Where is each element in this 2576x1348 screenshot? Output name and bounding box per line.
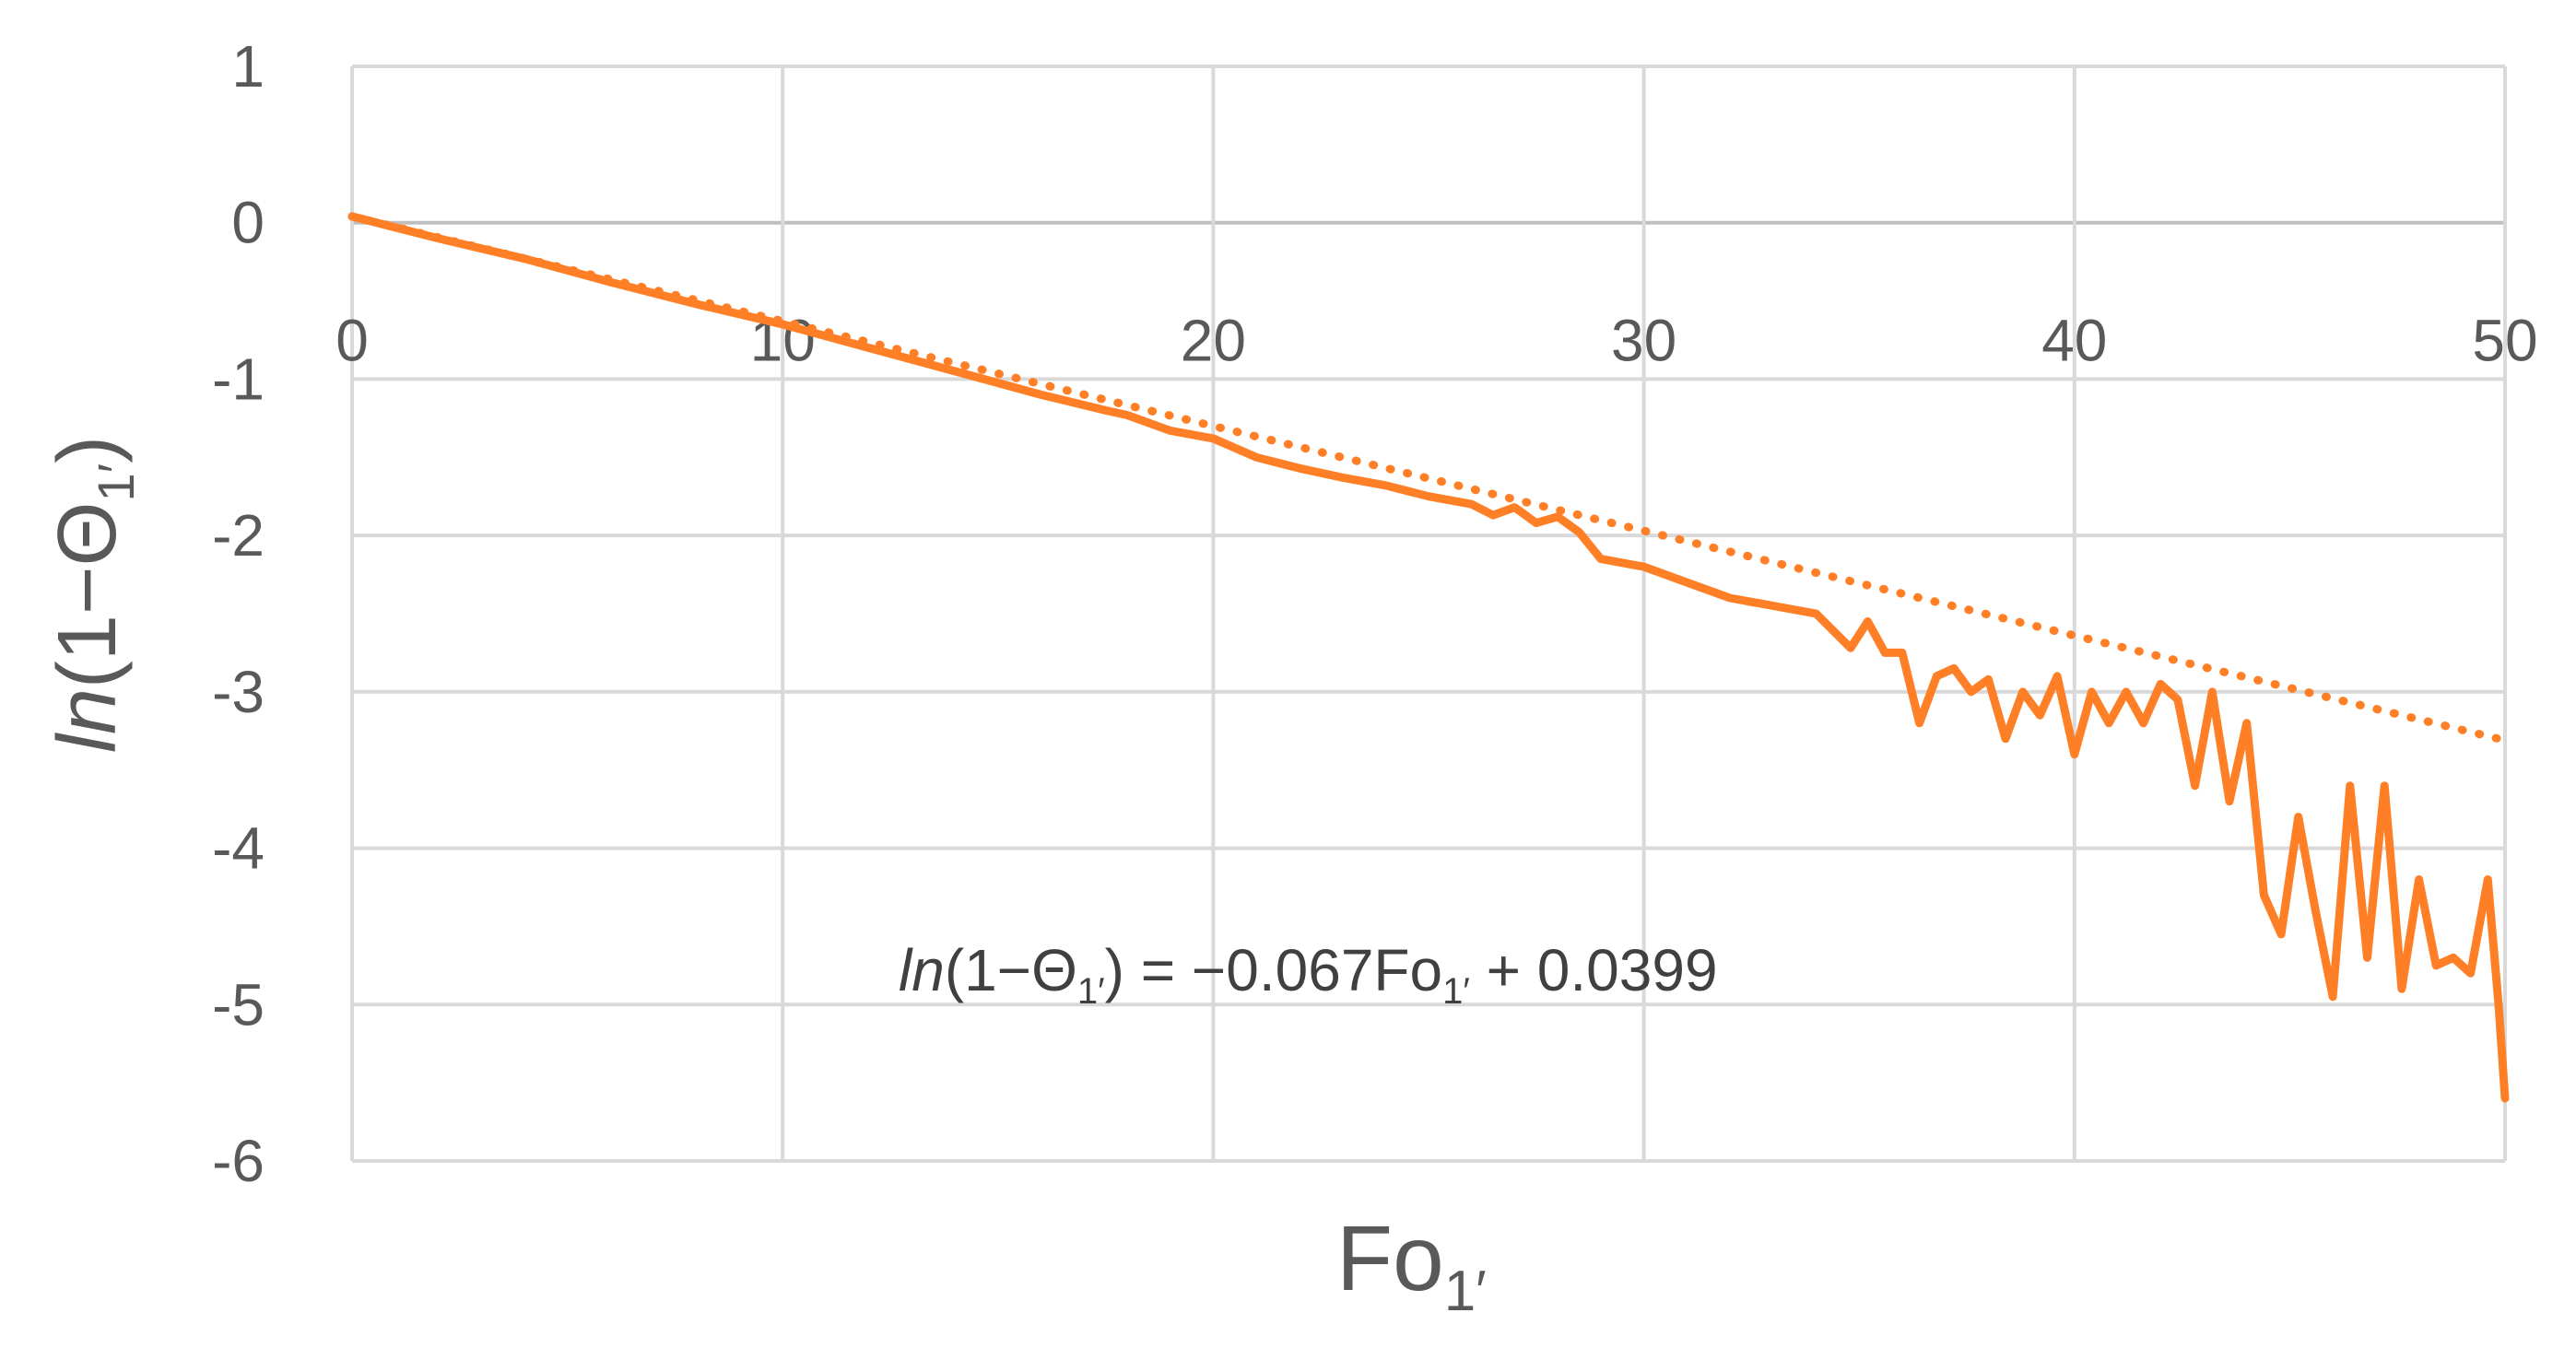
x-tick-label: 30 <box>1611 308 1676 374</box>
x-axis-title: Fo1′ <box>1336 1207 1487 1323</box>
y-tick-label: -1 <box>212 346 265 412</box>
y-tick-label: -2 <box>212 502 265 569</box>
y-tick-label: 1 <box>231 33 265 100</box>
x-tick-label: 20 <box>1181 308 1246 374</box>
eq-ln: ln <box>899 937 945 1003</box>
x-tick-label: 0 <box>335 308 369 374</box>
series-line <box>347 212 2510 1103</box>
x-tick-label: 50 <box>2472 308 2537 374</box>
y-axis-title: ln(1−Θ1′) <box>41 436 145 753</box>
eq-part3: + 0.0399 <box>1470 937 1718 1003</box>
x-title-main: Fo <box>1336 1207 1444 1310</box>
eq-sub2: 1′ <box>1442 971 1470 1012</box>
y-title-close: ) <box>41 436 134 463</box>
y-tick-label: 0 <box>231 190 265 256</box>
y-title-main: (1−Θ <box>41 501 134 688</box>
y-tick-label: -3 <box>212 659 265 725</box>
y-tick-label: -6 <box>212 1128 265 1194</box>
y-title-sub: 1′ <box>87 463 145 502</box>
eq-part1: (1−Θ <box>945 937 1077 1003</box>
y-title-ln: ln <box>41 688 134 753</box>
y-tick-label: -4 <box>212 815 265 882</box>
trendline-equation: ln(1−Θ1′) = −0.067Fo1′ + 0.0399 <box>899 937 1718 1012</box>
eq-sub1: 1′ <box>1077 971 1105 1012</box>
eq-part2: ) = −0.067Fo <box>1105 937 1442 1003</box>
y-tick-label: -5 <box>212 971 265 1037</box>
x-axis-tick-labels: 0 10 20 30 40 50 <box>335 308 2537 374</box>
y-axis-tick-labels: 1 0 -1 -2 -3 -4 -5 -6 <box>212 33 265 1194</box>
x-tick-label: 40 <box>2041 308 2107 374</box>
grid <box>350 64 2507 1163</box>
x-title-sub: 1′ <box>1444 1260 1487 1323</box>
series-lines <box>347 212 2510 1103</box>
